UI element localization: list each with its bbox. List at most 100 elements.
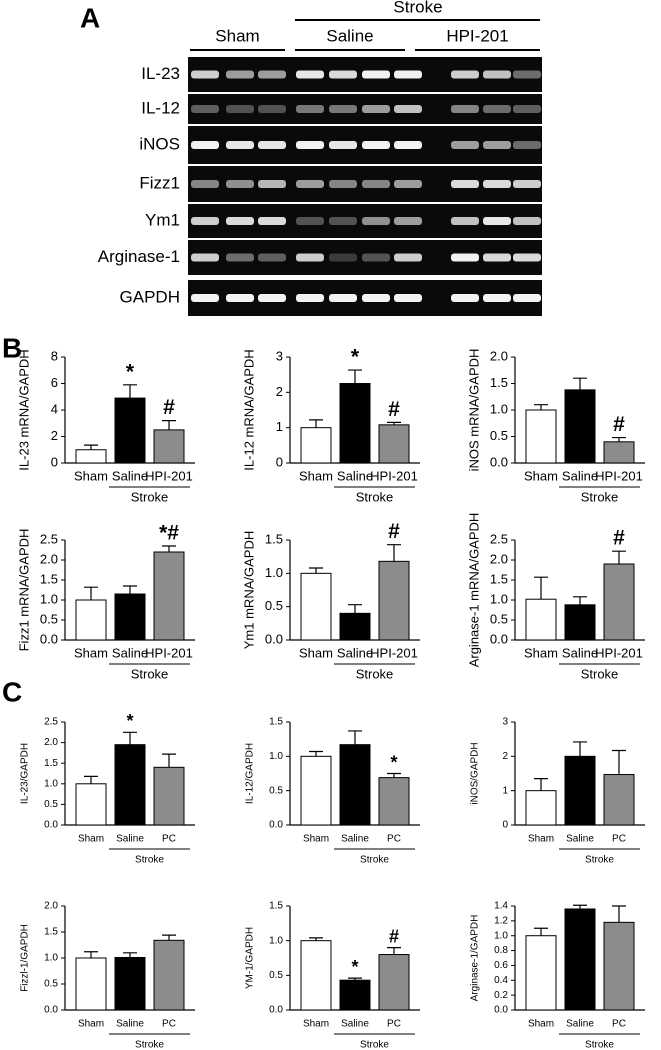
x-tick-label: Saline	[116, 834, 144, 845]
gel-band	[394, 105, 422, 113]
gel-band	[483, 105, 511, 113]
gel-band	[226, 141, 254, 149]
annotation: *	[351, 957, 358, 977]
error-bar	[84, 775, 98, 784]
bar	[378, 777, 410, 826]
gel-band	[258, 141, 286, 149]
gel-band	[513, 141, 541, 149]
error-bar	[573, 904, 587, 909]
y-tick-label: 1.5	[490, 571, 508, 586]
error-bar	[123, 731, 137, 745]
bar	[564, 755, 596, 826]
gel-band	[191, 253, 219, 262]
y-tick-label: 0.5	[40, 611, 58, 626]
error-bar	[612, 905, 626, 923]
gel-band	[394, 141, 422, 149]
panel-label: B	[2, 332, 22, 363]
annotation: *#	[159, 522, 179, 545]
y-axis-title: YM-1/GAPDH	[245, 927, 256, 989]
error-bar	[162, 753, 176, 768]
y-axis-title: IL-23 mRNA/GAPDH	[16, 349, 31, 470]
y-tick-label: 2	[51, 428, 58, 443]
gel-band	[451, 294, 479, 302]
gel-band	[226, 70, 254, 79]
annotation: #	[163, 396, 175, 419]
y-tick-label: 2.0	[44, 737, 58, 748]
y-tick-label: 0.0	[44, 820, 58, 831]
gel-band	[451, 217, 479, 225]
x-tick-label: Saline	[566, 1019, 594, 1030]
annotation: *	[390, 752, 397, 772]
x-tick-label: Sham	[524, 468, 558, 483]
bar	[153, 766, 185, 826]
error-bar	[84, 444, 98, 450]
x-tick-label: Sham	[78, 1019, 104, 1030]
error-bar	[387, 421, 401, 425]
y-tick-label: 2.0	[490, 348, 508, 363]
error-bar	[309, 419, 323, 428]
y-tick-label: 0.0	[269, 1005, 283, 1016]
gel-band	[226, 180, 254, 188]
gel-band	[329, 180, 357, 188]
gel-row-label: Ym1	[145, 210, 180, 229]
y-tick-label: 1.5	[269, 901, 283, 912]
bar	[75, 449, 107, 464]
x-tick-label: PC	[162, 1019, 176, 1030]
gel-band	[258, 253, 286, 262]
error-bar	[348, 730, 362, 745]
x-tick-label: Saline	[337, 645, 373, 660]
y-axis-title: IL-23/GAPDH	[20, 743, 31, 804]
bar	[114, 956, 146, 1011]
error-bar	[573, 377, 587, 390]
bar	[153, 551, 185, 641]
gel-band	[451, 70, 479, 79]
y-tick-label: 0.8	[494, 945, 508, 956]
y-tick-label: 8	[51, 348, 58, 363]
gel-band	[296, 141, 324, 149]
gel-band	[329, 105, 357, 113]
y-axis-title: Arginase-1/GAPDH	[470, 915, 481, 1002]
x-tick-label: Sham	[299, 468, 333, 483]
annotation: #	[388, 398, 400, 421]
error-bar	[612, 550, 626, 564]
gel-band	[191, 70, 219, 79]
gel-band	[394, 294, 422, 302]
error-bar	[387, 947, 401, 955]
y-tick-label: 0.5	[490, 428, 508, 443]
y-tick-label: 0.5	[44, 799, 58, 810]
gel-band	[394, 180, 422, 188]
y-axis-title: Arginase-1 mRNA/GAPDH	[466, 513, 481, 668]
y-tick-label: 2	[502, 751, 508, 762]
gel-band	[451, 180, 479, 188]
y-tick-label: 0.0	[490, 631, 508, 646]
y-tick-label: 1.5	[44, 927, 58, 938]
x-tick-label: HPI-201	[370, 645, 418, 660]
x-tick-label: PC	[162, 834, 176, 845]
y-tick-label: 2.0	[490, 551, 508, 566]
y-tick-label: 1.5	[490, 375, 508, 390]
y-tick-label: 0.4	[494, 975, 508, 986]
gel-band	[513, 217, 541, 225]
gel-band	[451, 105, 479, 113]
y-tick-label: 1.5	[44, 758, 58, 769]
y-axis-title: Fizzl-1/GAPDH	[20, 924, 31, 992]
bar	[378, 424, 410, 464]
gel-band	[191, 294, 219, 302]
gel-band	[258, 70, 286, 79]
gel-row-label: iNOS	[139, 134, 180, 153]
error-bar	[309, 567, 323, 574]
bar	[525, 598, 557, 641]
error-bar	[612, 749, 626, 775]
error-bar	[573, 596, 587, 605]
gel-band	[258, 217, 286, 225]
bar	[603, 441, 635, 464]
error-bar	[162, 934, 176, 941]
y-tick-label: 0.5	[269, 785, 283, 796]
group-label: Stroke	[581, 666, 619, 681]
bar	[75, 957, 107, 1011]
error-bar	[348, 604, 362, 614]
gel-band	[329, 217, 357, 225]
annotation: *	[126, 711, 133, 731]
group-label: Stroke	[131, 666, 169, 681]
y-tick-label: 3	[276, 348, 283, 363]
